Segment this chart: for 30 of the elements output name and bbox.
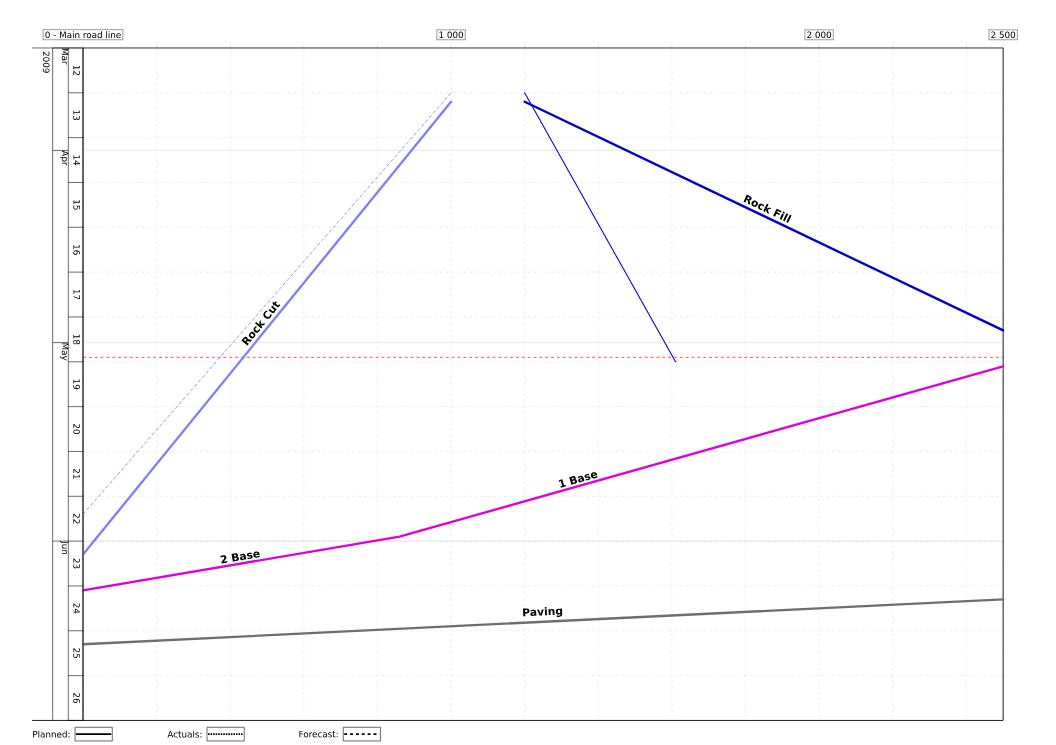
y-tick-label: 22 <box>73 513 80 524</box>
y2-tick-label: Mar <box>61 48 69 65</box>
annotation: 2 Base <box>220 551 260 564</box>
y-tick-label: 26 <box>73 693 80 704</box>
y2-tick-label: May <box>60 343 69 361</box>
x-tick-label: 2 500 <box>991 31 1016 39</box>
y-tick-label: 17 <box>73 289 80 300</box>
text: Actuals: <box>167 730 202 738</box>
text: Planned: <box>33 730 70 738</box>
x-tick-label: 2 000 <box>807 31 832 39</box>
y-tick-label: 16 <box>73 245 80 255</box>
annotation: 1 Base <box>558 472 598 488</box>
y-tick-label: 20 <box>73 424 80 435</box>
y-tick-label: 24 <box>73 603 80 614</box>
y-tick-label: 25 <box>73 648 80 659</box>
y-tick-label: 23 <box>73 558 80 569</box>
y-tick-label: 21 <box>73 468 80 479</box>
y-tick-label: 13 <box>73 110 80 121</box>
y-tick-label: 15 <box>73 200 80 210</box>
y2-axis-title: 2009 <box>42 51 50 73</box>
y-tick-label: 19 <box>73 379 80 390</box>
y-tick-label: 12 <box>73 65 80 76</box>
y2-tick-label: Jun <box>60 540 69 555</box>
y-tick-label: 14 <box>73 155 80 166</box>
text: Forecast: <box>299 730 338 738</box>
x-tick-label: 0 - Main road line <box>45 31 121 39</box>
y2-tick-label: Apr <box>60 150 69 166</box>
x-tick-label: 1 000 <box>439 31 464 39</box>
series-label: Paving <box>522 607 563 617</box>
y-tick-label: 18 <box>73 334 80 345</box>
